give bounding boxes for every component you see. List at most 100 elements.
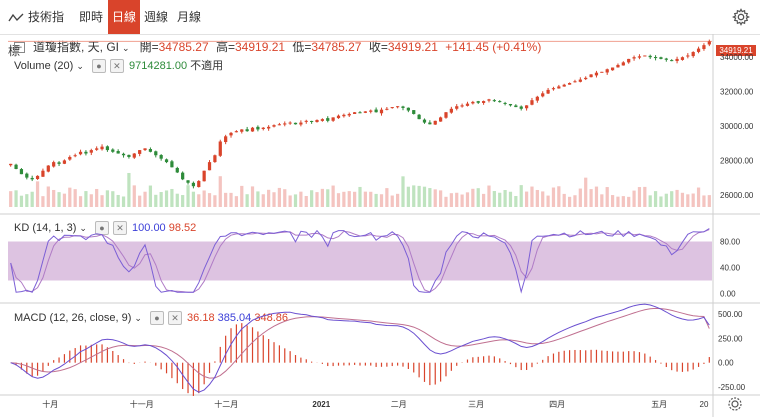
candle [476,101,480,103]
collapse-icon[interactable]: − [14,42,25,54]
indicator-icon [8,13,24,22]
volume-bar [573,195,577,207]
candle [293,122,298,125]
volume-bar [326,189,330,207]
macd-line-value: 385.04 [217,311,252,324]
candle [562,84,566,87]
volume-bar [605,187,609,207]
candle [186,180,190,183]
volume-bar [535,189,539,207]
high-value: 34919.21 [235,40,286,54]
volume-bar [637,187,642,207]
volume-bar [476,188,480,207]
volume-bar [293,194,298,207]
volume-bar [471,188,475,207]
volume-bar [557,186,561,207]
volume-label[interactable]: Volume (20) [14,60,74,72]
volume-bar [95,188,99,207]
price-tick-label: 26000.00 [720,191,754,200]
candle [390,107,394,109]
candle [498,101,502,103]
ohlc-header: − 道瓊指數, 天, GI ⌄ 開=34785.27 高=34919.21 低=347… [14,38,541,55]
settings-gear-icon[interactable] [732,8,750,26]
close-icon[interactable]: ✕ [109,59,124,74]
candle [30,177,34,180]
candle [460,105,464,107]
volume-bar [594,186,599,207]
chevron-down-icon[interactable]: ⌄ [76,61,84,71]
candle [95,148,99,150]
last-price-tag: 34919.21 [716,45,756,56]
volume-bar [143,191,147,207]
symbol-label[interactable]: 道瓊指數, 天, GI [33,40,120,54]
candle [686,55,690,57]
volume-bar [616,196,620,207]
candle [584,77,588,80]
candle [358,112,362,114]
close-value: 34919.21 [387,40,438,54]
candle [336,115,341,119]
volume-bar [584,177,588,207]
candle [422,119,427,123]
macd-hist-value: 36.18 [187,311,215,324]
volume-bar [530,186,534,207]
volume-bar [363,191,367,207]
close-icon[interactable]: ✕ [167,311,182,325]
volume-bar [551,187,556,207]
candle [261,127,265,130]
candle [78,151,83,155]
kd-label[interactable]: KD (14, 1, 3) [14,221,77,234]
candle [385,108,389,110]
tab-daily[interactable]: 日線 [108,0,140,34]
chevron-down-icon[interactable]: ⌄ [79,222,87,233]
volume-bar [492,191,496,207]
candle [320,119,324,121]
volume-bar [653,191,658,207]
candle [680,57,685,60]
volume-bar [353,191,357,207]
axis-settings-gear-icon[interactable] [728,397,742,411]
x-axis-label: 十月 [42,399,58,409]
chevron-down-icon[interactable]: ⌄ [122,43,130,53]
candle [401,106,405,108]
close-icon[interactable]: ✕ [112,221,127,235]
candle [191,182,196,187]
volume-bar [401,176,405,207]
volume-bar [127,172,131,207]
candle [616,64,620,68]
candle [240,129,244,132]
volume-bar [84,191,88,207]
technical-indicators-button[interactable]: 技術指標 [8,0,72,58]
candle [132,153,136,158]
eye-icon[interactable]: ● [91,59,106,74]
volume-bar [696,187,701,207]
candle [438,117,443,122]
eye-icon[interactable]: ● [149,311,164,325]
volume-bar [358,186,362,207]
x-axis-label: 三月 [468,400,484,409]
macd-legend: MACD (12, 26, close, 9) ⌄ ● ✕ 36.18 385.04… [14,311,288,325]
candle [379,109,384,114]
volume-bar [578,188,582,207]
candle [202,170,206,182]
tab-monthly[interactable]: 月線 [174,0,204,34]
candle [541,93,545,97]
volume-note: 不適用 [190,60,224,72]
candle [89,150,93,153]
volume-bar [498,192,502,207]
tab-weekly[interactable]: 週線 [141,0,171,34]
candle [57,162,61,164]
tab-realtime[interactable]: 即時 [76,0,106,34]
x-axis-label: 四月 [549,400,565,409]
volume-bar [111,191,115,207]
x-axis-label: 十一月 [130,399,154,409]
volume-bar [680,192,685,207]
volume-bar [396,193,400,207]
tab-daily-label: 日線 [111,10,136,24]
candle [197,181,201,188]
macd-label[interactable]: MACD (12, 26, close, 9) [14,311,132,324]
candle [508,104,513,106]
volume-bar [524,191,529,207]
eye-icon[interactable]: ● [94,221,109,235]
chevron-down-icon[interactable]: ⌄ [134,312,142,323]
